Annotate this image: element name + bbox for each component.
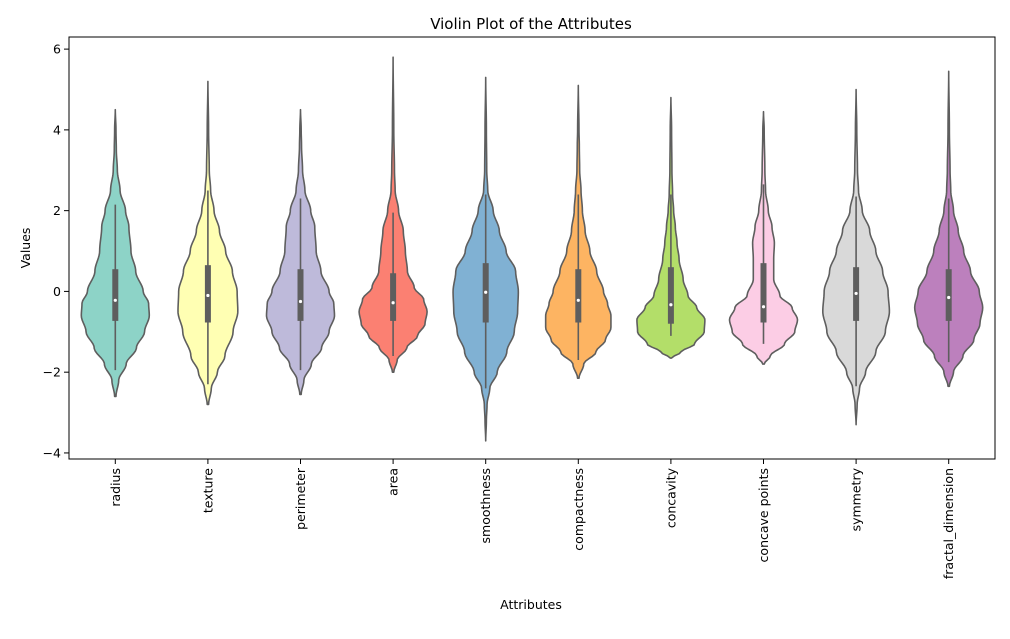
y-axis: −4 −2 0 2 4 6 <box>43 42 69 460</box>
x-tick-label-radius: radius <box>108 468 123 507</box>
violin-iqr-box <box>575 269 582 323</box>
violin-median <box>761 305 766 309</box>
violin-perimeter <box>265 108 336 396</box>
x-tick-label-texture: texture <box>200 468 215 513</box>
violin-median <box>576 298 580 302</box>
violin-compactness <box>544 84 612 380</box>
violin-iqr-box <box>945 269 952 321</box>
violin-median <box>298 299 303 304</box>
y-tick-label: 4 <box>53 122 61 137</box>
violin-median <box>947 295 951 300</box>
violin-concave-points <box>728 110 799 365</box>
y-tick-label: 2 <box>53 203 61 218</box>
violin-median <box>484 290 488 294</box>
plot-frame <box>68 36 996 460</box>
x-tick-label-compactness: compactness <box>571 468 586 551</box>
violin-concavity <box>636 96 706 359</box>
x-tick-label-smoothness: smoothness <box>478 468 493 543</box>
x-tick-label-concave-points: concave points <box>756 468 771 562</box>
y-axis-label: Values <box>18 228 33 269</box>
violin-texture <box>177 80 239 406</box>
x-tick-label-symmetry: symmetry <box>849 467 864 531</box>
violin-iqr-box <box>390 273 397 321</box>
violin-median <box>669 303 673 307</box>
x-tick-label-concavity: concavity <box>663 467 678 528</box>
x-tick-label-perimeter: perimeter <box>293 467 308 530</box>
violin-radius <box>80 108 151 398</box>
violin-iqr-box <box>760 263 767 323</box>
violin-iqr-box <box>112 269 119 321</box>
violin-iqr-box <box>297 269 304 321</box>
violin-smoothness <box>452 76 520 442</box>
violin-median <box>854 291 858 296</box>
x-tick-label-fractal-dimension: fractal_dimension <box>941 468 956 579</box>
y-tick-label: −2 <box>43 365 61 380</box>
violin-median <box>391 301 395 305</box>
x-tick-label-area: area <box>386 468 401 496</box>
chart-title: Violin Plot of the Attributes <box>430 15 632 33</box>
y-tick-label: 6 <box>53 42 61 57</box>
violin-median <box>113 298 117 302</box>
violin-fractal-dimension <box>913 70 984 388</box>
violin-area <box>358 56 428 373</box>
y-tick-label: 0 <box>53 284 61 299</box>
violin-iqr-box <box>204 265 211 323</box>
y-tick-label: −4 <box>43 445 61 460</box>
x-axis: radius texture perimeter area smoothness comp… <box>108 459 956 579</box>
violins-group <box>80 56 984 442</box>
x-axis-label: Attributes <box>500 597 562 612</box>
violin-iqr-box <box>667 267 674 324</box>
violin-symmetry <box>822 88 891 426</box>
violin-median <box>206 293 210 298</box>
